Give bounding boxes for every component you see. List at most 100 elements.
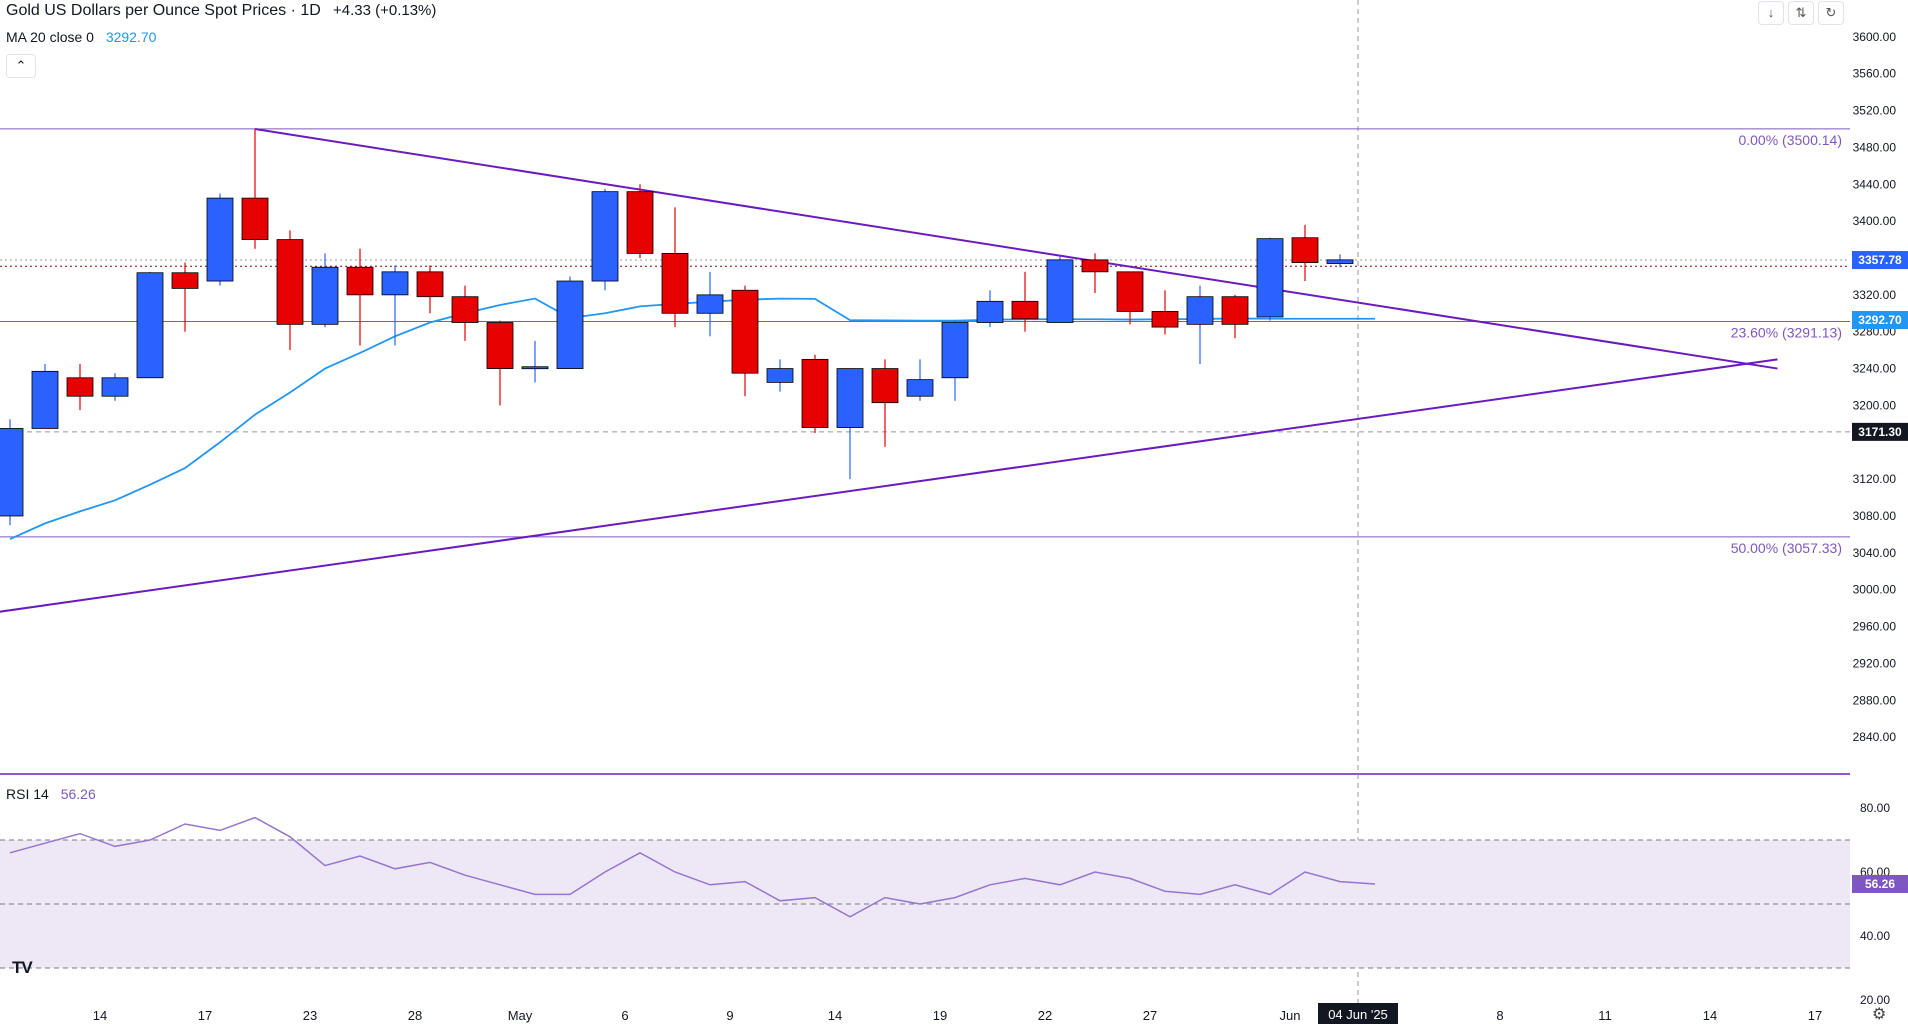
candle-body xyxy=(766,368,794,383)
rsi-band xyxy=(0,840,1850,968)
candle-body xyxy=(311,266,339,325)
candle xyxy=(31,363,59,429)
cursor-date-bg xyxy=(1318,1003,1398,1024)
ma20-line xyxy=(9,297,1375,540)
arrow-down-button[interactable]: ↓ xyxy=(1758,1,1784,25)
candle xyxy=(381,265,409,346)
price-tick-label: 2880.00 xyxy=(1853,693,1897,707)
candle-body xyxy=(556,280,584,369)
collapse-arrows-icon: ⇅ xyxy=(1795,5,1807,20)
candle xyxy=(696,271,724,337)
price-tick-label: 3520.00 xyxy=(1853,104,1897,118)
date-tick-label: 27 xyxy=(1143,1008,1157,1023)
rsi-tick-label: 40.00 xyxy=(1860,929,1890,943)
price-tick-label: 2920.00 xyxy=(1853,656,1897,670)
date-tick-label: 19 xyxy=(933,1008,947,1023)
candle-body xyxy=(1291,237,1319,264)
candle xyxy=(136,271,164,379)
rsi-current-label: 56.26 xyxy=(1865,877,1895,891)
candle-body xyxy=(66,377,94,397)
rsi-legend[interactable]: RSI 14 56.26 xyxy=(6,786,104,802)
price-tick-label: 3240.00 xyxy=(1853,362,1897,376)
candle-body xyxy=(976,300,1004,323)
candle-body xyxy=(1046,259,1074,323)
candle-body xyxy=(696,294,724,314)
refresh-icon: ↻ xyxy=(1825,5,1837,20)
candle-body xyxy=(1151,311,1179,328)
date-tick-label: 14 xyxy=(828,1008,842,1023)
candle-body xyxy=(101,377,129,397)
candle xyxy=(486,320,514,406)
candle xyxy=(591,188,619,291)
candle xyxy=(1046,255,1074,323)
candle-body xyxy=(801,358,829,428)
price-label-bg-ma xyxy=(1852,311,1908,330)
candle xyxy=(906,359,934,401)
candle-body xyxy=(206,197,234,282)
price-tick-label: 3440.00 xyxy=(1853,177,1897,191)
price-tick-label: 3320.00 xyxy=(1853,288,1897,302)
price-tick-label: 3200.00 xyxy=(1853,398,1897,412)
collapse-arrows-button[interactable]: ⇅ xyxy=(1788,1,1814,25)
price-tick-label: 3600.00 xyxy=(1853,30,1897,44)
date-tick-label: 17 xyxy=(1808,1008,1822,1023)
candle-body xyxy=(241,197,269,240)
candle xyxy=(1221,294,1249,339)
candle-body xyxy=(31,370,59,429)
gear-icon[interactable]: ⚙ xyxy=(1872,1006,1887,1023)
candle-body xyxy=(626,191,654,254)
price-tick-label: 2840.00 xyxy=(1853,730,1897,744)
date-tick-label: 14 xyxy=(1703,1008,1717,1023)
candle-body xyxy=(346,266,374,296)
candle-body xyxy=(1326,259,1354,264)
candle-body xyxy=(486,322,514,369)
date-tick-label: 17 xyxy=(198,1008,212,1023)
collapse-legend-button[interactable]: ⌃ xyxy=(6,54,36,78)
candle-body xyxy=(906,379,934,397)
candle xyxy=(871,359,899,447)
candle xyxy=(276,230,304,351)
candle-body xyxy=(1011,300,1039,320)
candle-body xyxy=(1221,296,1249,325)
price-tick-label: 2960.00 xyxy=(1853,620,1897,634)
candle xyxy=(1081,253,1109,294)
candle xyxy=(0,419,24,526)
candle xyxy=(556,276,584,369)
candle-body xyxy=(381,271,409,296)
candle-body xyxy=(276,239,304,325)
price-tick-label: 3000.00 xyxy=(1853,583,1897,597)
candle xyxy=(836,368,864,480)
refresh-button[interactable]: ↻ xyxy=(1818,1,1844,25)
price-label-last: 3357.78 xyxy=(1858,253,1902,267)
candle-body xyxy=(836,368,864,428)
candle-body xyxy=(1186,296,1214,325)
candle xyxy=(1256,237,1284,321)
candle xyxy=(1291,224,1319,282)
arrow-down-icon: ↓ xyxy=(1767,5,1775,20)
trendline-1 xyxy=(0,358,1778,613)
candle xyxy=(766,359,794,392)
tradingview-logo-icon[interactable]: TV xyxy=(12,958,33,977)
date-tick-label: 11 xyxy=(1598,1008,1612,1023)
price-tick-label: 3040.00 xyxy=(1853,546,1897,560)
date-tick-label: 6 xyxy=(621,1008,628,1023)
candle-body xyxy=(941,322,969,379)
candle xyxy=(311,253,339,328)
symbol-title[interactable]: Gold US Dollars per Ounce Spot Prices · … xyxy=(6,2,321,19)
candle-body xyxy=(731,289,759,374)
price-label-cursor: 3171.30 xyxy=(1858,425,1902,439)
candle-body xyxy=(451,296,479,323)
candle xyxy=(661,207,689,328)
candle xyxy=(976,290,1004,328)
ma-legend[interactable]: MA 20 close 0 3292.70 xyxy=(6,29,164,45)
date-tick-label: 8 xyxy=(1496,1008,1503,1023)
candle xyxy=(801,354,829,434)
date-tick-label: Jun xyxy=(1280,1008,1301,1023)
date-tick-label: May xyxy=(508,1008,533,1023)
candle xyxy=(416,265,444,314)
price-tick-label: 3400.00 xyxy=(1853,214,1897,228)
candle xyxy=(1116,271,1144,325)
candle-body xyxy=(661,252,689,314)
price-tick-label: 3120.00 xyxy=(1853,472,1897,486)
